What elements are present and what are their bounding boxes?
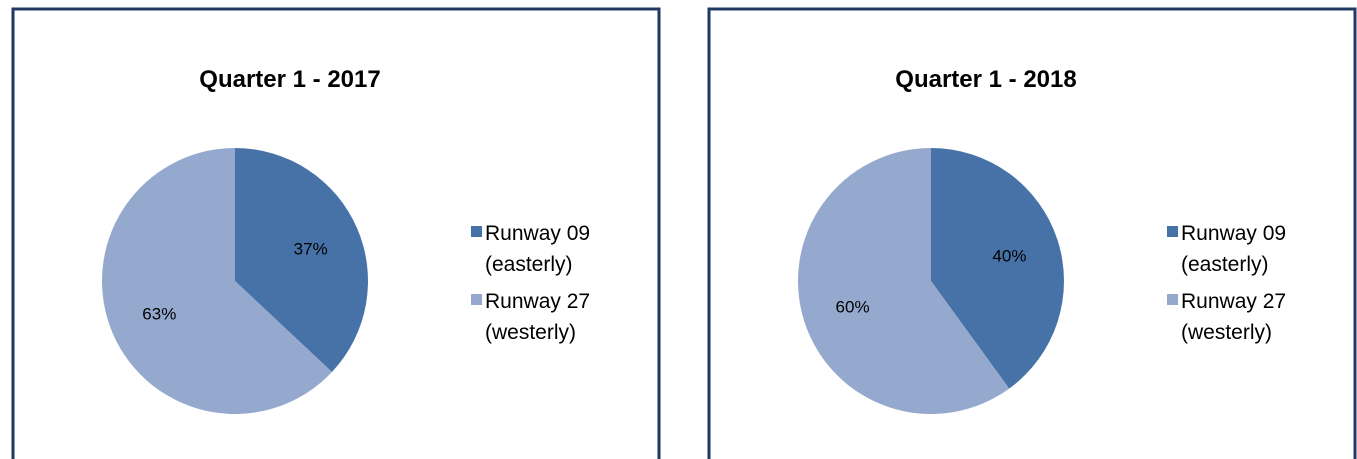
slice-label: 60% — [836, 297, 870, 316]
panel-border — [11, 7, 661, 459]
pie-slice — [101, 148, 332, 414]
legend-label: Runway 09 (easterly) — [1181, 222, 1287, 276]
legend-swatch — [471, 294, 482, 305]
legend-label: Runway 27 (westerly) — [1181, 290, 1287, 344]
legend-label: Runway 09 (easterly) — [485, 222, 591, 276]
legend-swatch — [1167, 226, 1178, 237]
slice-label: 40% — [992, 247, 1026, 266]
chart-title: Quarter 1 - 2018 — [895, 66, 1076, 93]
slice-label: 63% — [142, 305, 176, 324]
pie-slice — [235, 148, 368, 373]
legend-label: Runway 27 (westerly) — [485, 290, 591, 344]
legend-swatch — [1167, 294, 1178, 305]
chart-title: Quarter 1 - 2017 — [199, 66, 380, 93]
legend-swatch — [471, 226, 482, 237]
pie-slice — [798, 148, 1010, 414]
pie-slice — [931, 148, 1065, 389]
panel-border — [707, 7, 1357, 459]
slice-label: 37% — [294, 239, 328, 258]
